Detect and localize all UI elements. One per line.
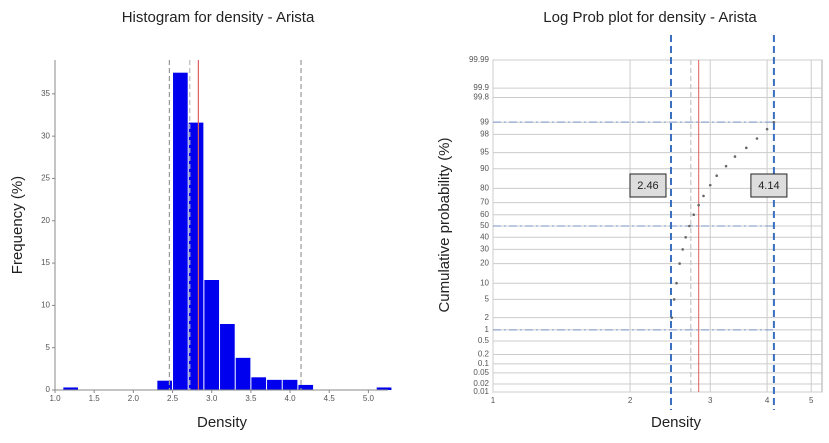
x-tick-label: 2.5 [167, 394, 179, 403]
y-axis-label: Cumulative probability (%) [436, 137, 453, 312]
y-tick-label: 0.5 [478, 336, 490, 345]
y-tick-label: 30 [480, 245, 489, 254]
y-tick-label: 0.01 [473, 387, 489, 396]
data-point [688, 224, 691, 228]
data-point [765, 127, 769, 131]
y-axis-label: Frequency (%) [9, 176, 26, 274]
data-point [744, 146, 748, 150]
bar [63, 387, 79, 390]
chart-title: Log Prob plot for density - Arista [543, 9, 757, 26]
y-tick-label: 25 [41, 174, 50, 183]
limit-box [629, 173, 667, 198]
bar [188, 122, 204, 390]
x-tick-label: 1.0 [49, 394, 61, 403]
y-tick-label: 80 [480, 184, 489, 193]
y-tick-label: 50 [480, 221, 489, 230]
y-tick-label: 0.02 [473, 379, 489, 388]
data-point [702, 194, 705, 198]
y-tick-label: 5 [485, 295, 490, 304]
x-tick-label: 1.5 [89, 394, 101, 403]
bar [376, 387, 392, 390]
y-tick-label: 0.05 [473, 368, 489, 377]
limit-label: 2.46 [637, 180, 658, 192]
y-tick-label: 35 [41, 89, 50, 98]
data-point [681, 248, 684, 251]
y-tick-label: 40 [480, 232, 489, 241]
limit-box [750, 173, 788, 198]
y-tick-label: 95 [480, 148, 489, 157]
y-tick-label: 70 [480, 198, 489, 207]
bar [157, 380, 173, 390]
x-tick-label: 2.0 [128, 394, 140, 403]
y-tick-label: 2 [485, 313, 490, 322]
y-tick-label: 0.2 [478, 350, 490, 359]
y-tick-label: 99.99 [469, 55, 490, 64]
data-point [715, 174, 719, 178]
data-point [697, 203, 700, 207]
y-tick-label: 90 [480, 164, 489, 173]
data-point [724, 164, 728, 168]
y-tick-label: 99.9 [473, 83, 489, 92]
bar [267, 379, 282, 390]
y-tick-label: 99.8 [473, 93, 489, 102]
bar [251, 377, 267, 390]
y-tick-label: 98 [480, 129, 489, 138]
x-tick-label: 3.0 [206, 394, 218, 403]
limit-label: 4.14 [758, 180, 779, 192]
data-point [675, 281, 678, 285]
x-axis-label: Density [651, 414, 702, 431]
data-point [772, 120, 776, 124]
chart-title: Histogram for density - Arista [122, 9, 315, 26]
y-tick-label: 0 [46, 385, 51, 394]
x-axis-label: Density [197, 414, 248, 431]
bar [220, 324, 235, 390]
data-point [755, 137, 759, 140]
x-tick-label: 4.5 [324, 394, 336, 403]
data-point [670, 316, 674, 319]
data-point [692, 213, 696, 216]
bar [282, 379, 298, 390]
x-tick-label: 3.5 [245, 394, 257, 403]
data-point [684, 236, 687, 239]
x-tick-label: 1 [491, 396, 496, 405]
y-tick-label: 30 [41, 131, 50, 140]
y-tick-label: 99 [480, 117, 489, 126]
y-tick-label: 20 [41, 216, 50, 225]
data-point [672, 298, 676, 301]
y-tick-label: 10 [480, 278, 489, 287]
y-tick-label: 20 [480, 259, 489, 268]
y-tick-label: 5 [46, 343, 51, 352]
x-tick-label: 2 [628, 396, 633, 405]
y-tick-label: 15 [41, 258, 50, 267]
bar [298, 384, 314, 390]
bar [204, 280, 220, 390]
data-point [708, 183, 712, 187]
x-tick-label: 4.0 [284, 394, 296, 403]
x-tick-label: 5 [809, 396, 814, 405]
bar [173, 72, 188, 390]
x-tick-label: 3 [708, 396, 713, 405]
y-tick-label: 60 [480, 210, 489, 219]
bar [235, 357, 251, 390]
x-tick-label: 5.0 [363, 394, 375, 403]
x-tick-label: 4 [765, 396, 770, 405]
y-tick-label: 0.1 [478, 359, 490, 368]
y-tick-label: 1 [485, 325, 490, 334]
y-tick-label: 10 [41, 300, 50, 309]
data-point [733, 155, 737, 158]
data-point [678, 262, 681, 265]
